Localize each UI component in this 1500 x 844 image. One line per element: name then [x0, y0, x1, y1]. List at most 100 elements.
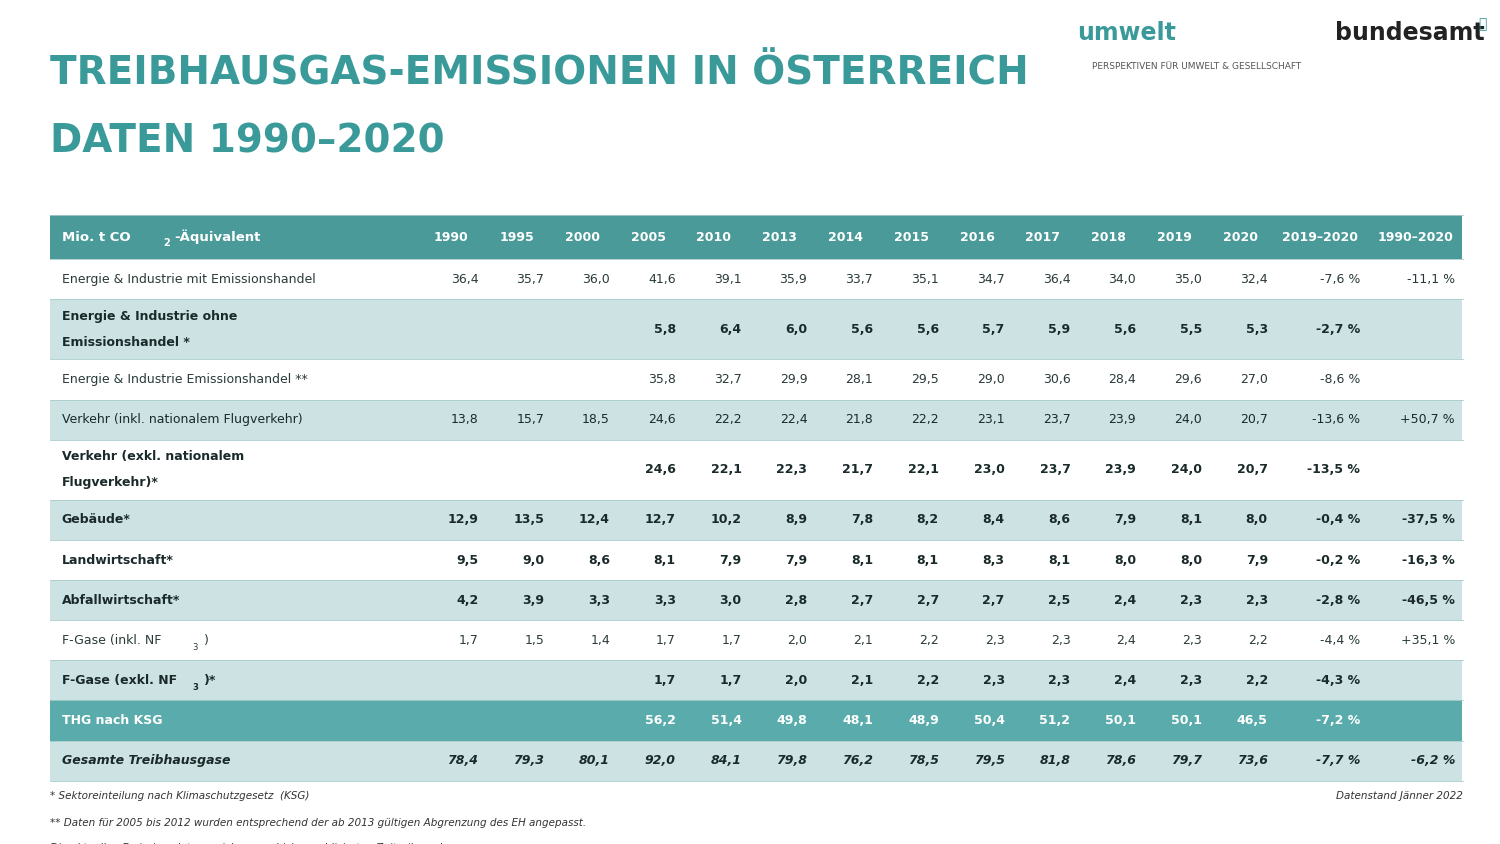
- Bar: [1142, 399, 1208, 440]
- Text: -0,2 %: -0,2 %: [1316, 554, 1360, 566]
- Text: Verkehr (inkl. nationalem Flugverkehr): Verkehr (inkl. nationalem Flugverkehr): [62, 413, 302, 426]
- Text: 5,5: 5,5: [1180, 322, 1202, 336]
- Text: 12,9: 12,9: [447, 513, 478, 527]
- Text: 2,3: 2,3: [1182, 634, 1202, 647]
- Text: 7,9: 7,9: [1114, 513, 1136, 527]
- Text: -4,4 %: -4,4 %: [1320, 634, 1360, 647]
- Bar: [1274, 300, 1368, 360]
- Text: 10,2: 10,2: [711, 513, 741, 527]
- Bar: [549, 440, 615, 500]
- Text: 20,7: 20,7: [1240, 413, 1268, 426]
- Bar: [483, 620, 549, 660]
- Bar: [1208, 660, 1274, 701]
- Text: 39,1: 39,1: [714, 273, 741, 285]
- Text: 8,1: 8,1: [1180, 513, 1202, 527]
- Bar: [747, 740, 813, 781]
- Bar: [1142, 500, 1208, 540]
- Text: -16,3 %: -16,3 %: [1402, 554, 1455, 566]
- Bar: [1274, 580, 1368, 620]
- Bar: [549, 215, 615, 259]
- Bar: [1010, 440, 1076, 500]
- Bar: [1076, 259, 1142, 300]
- Text: 1,7: 1,7: [722, 634, 741, 647]
- Bar: [681, 300, 747, 360]
- Bar: [1274, 540, 1368, 580]
- Bar: [1274, 360, 1368, 399]
- Bar: [681, 580, 747, 620]
- Bar: [50, 500, 419, 540]
- Text: 2018: 2018: [1090, 230, 1126, 244]
- Text: 1,7: 1,7: [459, 634, 478, 647]
- Bar: [879, 660, 944, 701]
- Bar: [747, 259, 813, 300]
- Text: -Äquivalent: -Äquivalent: [174, 230, 261, 245]
- Bar: [1142, 660, 1208, 701]
- Bar: [483, 660, 549, 701]
- Bar: [879, 360, 944, 399]
- Bar: [813, 660, 879, 701]
- Text: )*: )*: [204, 674, 216, 687]
- Bar: [483, 740, 549, 781]
- Bar: [1208, 259, 1274, 300]
- Bar: [681, 259, 747, 300]
- Bar: [549, 300, 615, 360]
- Bar: [615, 500, 681, 540]
- Bar: [1010, 740, 1076, 781]
- Bar: [747, 215, 813, 259]
- Text: 3: 3: [192, 683, 198, 691]
- Text: Gebäude*: Gebäude*: [62, 513, 130, 527]
- Text: 8,0: 8,0: [1180, 554, 1202, 566]
- Bar: [1274, 740, 1368, 781]
- Bar: [1076, 660, 1142, 701]
- Bar: [1010, 701, 1076, 740]
- Text: 33,7: 33,7: [846, 273, 873, 285]
- Bar: [50, 540, 419, 580]
- Text: 21,7: 21,7: [842, 463, 873, 476]
- Bar: [483, 440, 549, 500]
- Text: 2005: 2005: [630, 230, 666, 244]
- Bar: [813, 540, 879, 580]
- Text: 73,6: 73,6: [1238, 755, 1268, 767]
- Bar: [483, 259, 549, 300]
- Text: Abfallwirtschaft*: Abfallwirtschaft*: [62, 593, 180, 607]
- Bar: [681, 399, 747, 440]
- Bar: [747, 399, 813, 440]
- Text: 35,0: 35,0: [1174, 273, 1202, 285]
- Text: 24,0: 24,0: [1174, 413, 1202, 426]
- Bar: [50, 399, 419, 440]
- Bar: [1274, 500, 1368, 540]
- Text: 2017: 2017: [1026, 230, 1060, 244]
- Bar: [1368, 360, 1462, 399]
- Bar: [813, 740, 879, 781]
- Bar: [50, 740, 419, 781]
- Bar: [944, 360, 1010, 399]
- Text: 8,9: 8,9: [786, 513, 807, 527]
- Text: 49,8: 49,8: [777, 714, 807, 727]
- Text: 28,1: 28,1: [846, 373, 873, 386]
- Bar: [747, 500, 813, 540]
- Text: 4,2: 4,2: [456, 593, 478, 607]
- Bar: [1076, 399, 1142, 440]
- Text: 1,7: 1,7: [720, 674, 741, 687]
- Text: 79,5: 79,5: [974, 755, 1005, 767]
- Text: -13,5 %: -13,5 %: [1308, 463, 1360, 476]
- Text: 27,0: 27,0: [1240, 373, 1268, 386]
- Bar: [1368, 580, 1462, 620]
- Bar: [615, 259, 681, 300]
- Bar: [1208, 215, 1274, 259]
- Bar: [615, 701, 681, 740]
- Text: 7,9: 7,9: [784, 554, 807, 566]
- Bar: [1142, 540, 1208, 580]
- Text: 2,3: 2,3: [1048, 674, 1071, 687]
- Text: 46,5: 46,5: [1238, 714, 1268, 727]
- Bar: [747, 360, 813, 399]
- Text: 2,2: 2,2: [920, 634, 939, 647]
- Bar: [813, 399, 879, 440]
- Text: 9,5: 9,5: [456, 554, 478, 566]
- Bar: [747, 701, 813, 740]
- Bar: [944, 300, 1010, 360]
- Text: 8,1: 8,1: [654, 554, 675, 566]
- Text: 50,1: 50,1: [1106, 714, 1136, 727]
- Text: 1995: 1995: [500, 230, 534, 244]
- Text: 2,2: 2,2: [1245, 674, 1268, 687]
